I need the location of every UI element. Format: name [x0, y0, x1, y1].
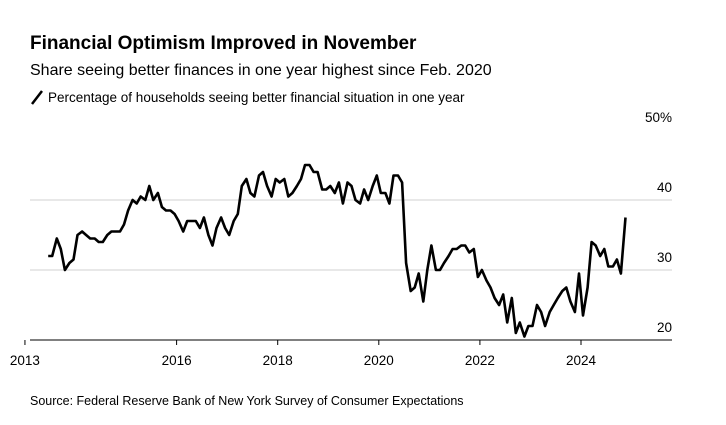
- y-tick-label: 40: [657, 180, 672, 195]
- x-tick-label: 2024: [566, 353, 597, 368]
- y-tick-label: 20: [657, 320, 672, 335]
- legend-swatch: [31, 90, 43, 105]
- chart-subtitle: Share seeing better finances in one year…: [30, 62, 492, 79]
- x-tick-label: 2022: [465, 353, 495, 368]
- line-series: [48, 163, 627, 338]
- x-tick-label: 2013: [10, 353, 40, 368]
- x-tick-label: 2020: [364, 353, 394, 368]
- chart-title: Financial Optimism Improved in November: [30, 33, 417, 54]
- x-tick-label: 2018: [263, 353, 293, 368]
- x-tick-label: 2016: [162, 353, 192, 368]
- y-tick-label: 30: [657, 250, 672, 265]
- legend-label: Percentage of households seeing better f…: [48, 90, 465, 105]
- y-tick-label: 50%: [645, 110, 672, 125]
- source: Source: Federal Reserve Bank of New York…: [30, 394, 464, 408]
